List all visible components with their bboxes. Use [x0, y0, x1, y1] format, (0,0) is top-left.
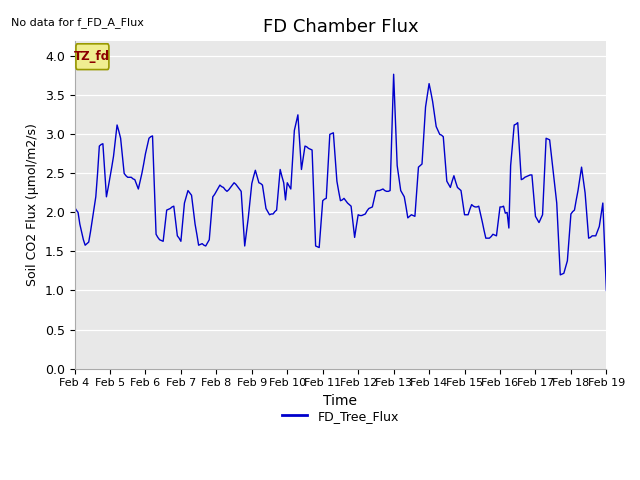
Text: No data for f_FD_A_Flux: No data for f_FD_A_Flux — [11, 17, 143, 27]
FancyBboxPatch shape — [76, 44, 109, 70]
Text: TZ_fd: TZ_fd — [74, 50, 111, 63]
Title: FD Chamber Flux: FD Chamber Flux — [262, 18, 419, 36]
X-axis label: Time: Time — [323, 394, 358, 408]
Y-axis label: Soil CO2 Flux (μmol/m2/s): Soil CO2 Flux (μmol/m2/s) — [26, 123, 39, 286]
Legend: FD_Tree_Flux: FD_Tree_Flux — [277, 405, 404, 428]
